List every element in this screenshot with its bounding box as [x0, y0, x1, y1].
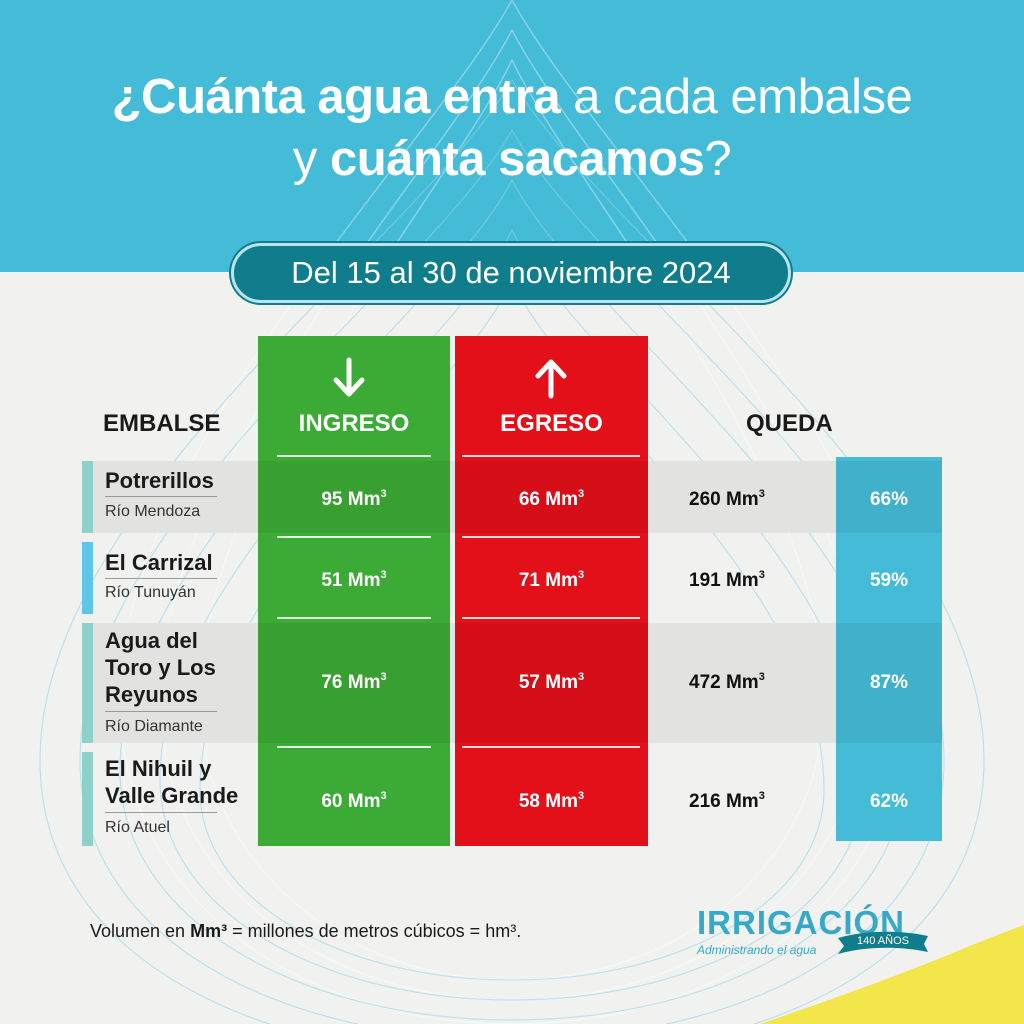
divider — [277, 536, 431, 538]
divider — [462, 536, 640, 538]
row-tint — [258, 623, 450, 743]
header-outflow: EGRESO — [500, 410, 603, 437]
divider — [277, 455, 431, 457]
reservoir-name: El Carrizal — [105, 550, 213, 575]
reservoir-name: Potrerillos — [105, 468, 214, 493]
remaining-percent: 87% — [869, 672, 909, 693]
river-name: Río Tunuyán — [105, 584, 196, 601]
row-tint — [455, 623, 648, 743]
row-marker — [82, 461, 93, 533]
divider — [462, 455, 640, 457]
reservoir-name: Agua del Toro y Los Reyunos — [105, 628, 216, 707]
header-reservoir: EMBALSE — [103, 410, 221, 437]
name-underline — [105, 711, 217, 712]
outflow-value: 71 Mm3 — [518, 569, 585, 592]
row-marker — [82, 623, 93, 743]
outflow-column — [455, 336, 648, 846]
anniversary-badge: 140 AÑOS — [857, 935, 909, 947]
row-tint — [836, 623, 942, 743]
header-remaining: QUEDA — [746, 410, 833, 437]
footnote: Volumen en Mm³ = millones de metros cúbi… — [90, 921, 522, 941]
river-name: Río Atuel — [105, 819, 170, 836]
header-inflow: INGRESO — [298, 410, 410, 437]
remaining-value: 260 Mm3 — [689, 488, 765, 511]
period-text: Del 15 al 30 de noviembre 2024 — [291, 255, 731, 290]
logo-tagline: Administrando el agua — [697, 943, 817, 957]
remaining-value: 191 Mm3 — [689, 569, 765, 592]
river-name: Río Diamante — [105, 718, 203, 735]
outflow-value: 57 Mm3 — [518, 671, 585, 694]
anniversary-ribbon-icon — [838, 931, 928, 954]
row-marker — [82, 542, 93, 614]
arrow-up-icon — [535, 359, 567, 399]
name-underline — [105, 812, 217, 813]
row-tint — [836, 461, 942, 533]
remaining-value: 472 Mm3 — [689, 671, 765, 694]
divider — [462, 617, 640, 619]
remaining-percent: 66% — [869, 489, 909, 510]
outflow-value: 66 Mm3 — [518, 488, 585, 511]
remaining-percent-column — [836, 457, 942, 841]
outflow-value: 58 Mm3 — [518, 790, 585, 813]
row-tint — [258, 461, 450, 533]
inflow-column — [258, 336, 450, 846]
divider — [462, 746, 640, 748]
inflow-value: 60 Mm3 — [321, 790, 387, 813]
remaining-value: 216 Mm3 — [689, 790, 765, 813]
remaining-percent: 62% — [869, 791, 909, 812]
page-title: ¿Cuánta agua entra a cada embalse y cuán… — [111, 70, 913, 186]
name-underline — [105, 578, 217, 579]
row-tint — [455, 461, 648, 533]
remaining-percent: 59% — [869, 570, 909, 591]
river-name: Río Mendoza — [105, 503, 201, 520]
inflow-value: 51 Mm3 — [321, 569, 387, 592]
name-underline — [105, 496, 217, 497]
inflow-value: 95 Mm3 — [321, 488, 387, 511]
divider — [277, 617, 431, 619]
inflow-value: 76 Mm3 — [321, 671, 387, 694]
arrow-down-icon — [333, 357, 365, 397]
period-badge: Del 15 al 30 de noviembre 2024 — [231, 243, 791, 303]
reservoir-name: El Nihuil y Valle Grande — [105, 756, 239, 808]
row-marker — [82, 752, 93, 846]
divider — [277, 746, 431, 748]
